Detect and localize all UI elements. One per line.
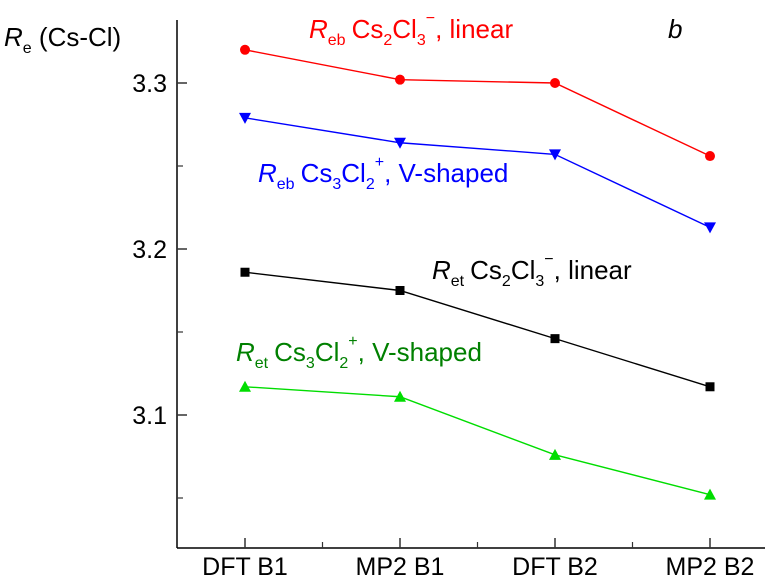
series-line-1 [244, 117, 711, 229]
x-tick-label: MP2 B1 [356, 553, 445, 581]
data-point-s3-2 [549, 448, 561, 460]
series-label-red-symbol: R [309, 14, 328, 44]
x-tick-label: DFT B2 [512, 553, 598, 581]
series-label-black: Ret Cs2Cl3−, linear [432, 251, 632, 290]
data-point-s2-1 [395, 286, 405, 295]
series-line-0 [244, 49, 711, 157]
panel-label: b [668, 14, 682, 44]
data-point-s2-3 [705, 382, 715, 392]
series-layer [239, 44, 716, 500]
data-point-s3-0 [239, 380, 251, 392]
series-line-3 [244, 386, 711, 496]
y-axis-label-rest: (Cs-Cl) [32, 22, 122, 52]
series-label-green: Ret Cs3Cl2+, V-shaped [236, 333, 482, 372]
series-line-2 [244, 271, 711, 388]
series-label-red: Reb Cs2Cl3−, linear [309, 10, 513, 49]
data-point-s3-1 [394, 390, 406, 402]
y-axis-label-subscript: e [23, 40, 32, 57]
data-point-s3-3 [704, 488, 716, 500]
data-point-s1-0 [239, 112, 251, 124]
data-point-s0-1 [395, 74, 405, 85]
y-axis-label: Re (Cs-Cl) [4, 22, 121, 57]
data-point-s0-0 [240, 44, 250, 55]
x-tick-label: DFT B1 [202, 553, 288, 581]
y-tick-label: 3.1 [132, 402, 167, 430]
data-point-s1-3 [704, 222, 716, 234]
data-point-s1-2 [549, 149, 561, 161]
data-point-s0-2 [550, 78, 560, 88]
axes: 3.1 3.2 3.3 DFT B1 MP2 B1 DFT B2 MP2 B2 [132, 20, 765, 581]
y-axis-label-symbol: R [4, 22, 23, 52]
y-tick-label: 3.3 [132, 70, 167, 98]
y-tick-label: 3.2 [132, 236, 167, 264]
series-label-red-sub: eb [328, 32, 346, 49]
data-point-s1-1 [394, 137, 406, 149]
data-point-s2-0 [240, 267, 250, 277]
data-point-s0-3 [705, 151, 715, 162]
series-label-blue: Reb Cs3Cl2+, V-shaped [258, 154, 508, 193]
x-tick-label: MP2 B2 [666, 553, 755, 581]
data-point-s2-2 [550, 334, 560, 344]
